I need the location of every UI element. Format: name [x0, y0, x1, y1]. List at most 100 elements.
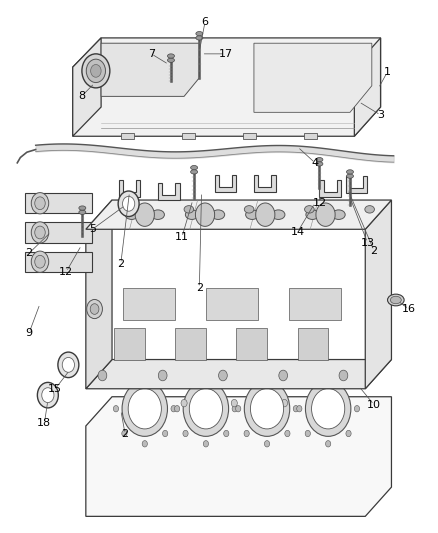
- Circle shape: [232, 406, 237, 412]
- Ellipse shape: [316, 158, 323, 162]
- Polygon shape: [86, 200, 112, 389]
- Ellipse shape: [191, 165, 198, 169]
- Circle shape: [293, 406, 298, 412]
- Text: 8: 8: [78, 91, 85, 101]
- Bar: [123, 288, 175, 320]
- Circle shape: [35, 226, 45, 239]
- Circle shape: [285, 430, 290, 437]
- Circle shape: [183, 381, 229, 437]
- Circle shape: [122, 381, 127, 387]
- Circle shape: [346, 381, 351, 387]
- Circle shape: [311, 389, 345, 429]
- Circle shape: [285, 381, 290, 387]
- Bar: [289, 288, 341, 320]
- Text: 2: 2: [25, 248, 33, 258]
- Ellipse shape: [316, 162, 323, 166]
- Polygon shape: [254, 43, 372, 112]
- Text: 15: 15: [48, 384, 62, 394]
- Circle shape: [118, 191, 139, 216]
- Bar: [243, 133, 256, 139]
- Text: 17: 17: [219, 49, 233, 59]
- Circle shape: [219, 370, 227, 381]
- Polygon shape: [158, 183, 180, 200]
- Circle shape: [122, 430, 127, 437]
- Circle shape: [203, 441, 208, 447]
- Ellipse shape: [167, 54, 174, 58]
- Text: 2: 2: [371, 246, 378, 255]
- Circle shape: [183, 381, 188, 387]
- Circle shape: [162, 381, 168, 387]
- Ellipse shape: [167, 58, 174, 62]
- Text: 9: 9: [25, 328, 33, 338]
- Circle shape: [82, 54, 110, 88]
- Polygon shape: [25, 252, 92, 272]
- Ellipse shape: [125, 210, 138, 220]
- Circle shape: [31, 192, 49, 214]
- Ellipse shape: [212, 210, 225, 220]
- Bar: [182, 133, 195, 139]
- Polygon shape: [73, 38, 101, 136]
- Ellipse shape: [388, 294, 404, 306]
- Circle shape: [256, 203, 275, 227]
- Polygon shape: [86, 397, 392, 516]
- Text: 12: 12: [312, 198, 326, 208]
- Polygon shape: [86, 200, 392, 229]
- Circle shape: [346, 430, 351, 437]
- Circle shape: [31, 222, 49, 243]
- Circle shape: [131, 399, 137, 407]
- Circle shape: [224, 381, 229, 387]
- Circle shape: [171, 406, 176, 412]
- Bar: [206, 288, 258, 320]
- Circle shape: [305, 381, 311, 387]
- Ellipse shape: [306, 210, 319, 220]
- Ellipse shape: [151, 210, 164, 220]
- Circle shape: [91, 64, 101, 77]
- Polygon shape: [86, 360, 392, 389]
- Circle shape: [181, 399, 187, 407]
- Circle shape: [265, 370, 270, 377]
- Ellipse shape: [346, 169, 353, 174]
- Circle shape: [325, 441, 331, 447]
- Circle shape: [279, 370, 288, 381]
- Bar: [121, 133, 134, 139]
- Ellipse shape: [304, 206, 314, 213]
- Circle shape: [224, 430, 229, 437]
- Circle shape: [86, 59, 106, 83]
- Ellipse shape: [185, 210, 198, 220]
- Polygon shape: [215, 175, 237, 192]
- Text: 1: 1: [384, 68, 391, 77]
- Ellipse shape: [191, 169, 198, 174]
- Ellipse shape: [79, 210, 86, 214]
- Text: 2: 2: [122, 429, 129, 439]
- Circle shape: [58, 352, 79, 377]
- Polygon shape: [101, 43, 199, 96]
- Circle shape: [98, 370, 107, 381]
- Circle shape: [35, 197, 45, 209]
- Circle shape: [189, 389, 223, 429]
- Circle shape: [265, 441, 270, 447]
- Circle shape: [244, 430, 249, 437]
- Polygon shape: [365, 200, 392, 389]
- Circle shape: [203, 370, 208, 377]
- Circle shape: [305, 430, 311, 437]
- Circle shape: [339, 370, 348, 381]
- Circle shape: [325, 370, 331, 377]
- Polygon shape: [354, 38, 381, 136]
- Circle shape: [162, 430, 168, 437]
- Text: 5: 5: [89, 224, 96, 235]
- Circle shape: [354, 406, 360, 412]
- Circle shape: [90, 304, 99, 314]
- Circle shape: [87, 300, 102, 319]
- Circle shape: [251, 389, 284, 429]
- Circle shape: [62, 358, 74, 372]
- Circle shape: [128, 389, 161, 429]
- Circle shape: [183, 430, 188, 437]
- Circle shape: [244, 381, 290, 437]
- Circle shape: [316, 203, 335, 227]
- Bar: [237, 328, 267, 360]
- Text: 12: 12: [59, 267, 73, 277]
- Circle shape: [332, 399, 338, 407]
- Text: 7: 7: [148, 49, 155, 59]
- Circle shape: [37, 382, 58, 408]
- Text: 3: 3: [377, 110, 384, 120]
